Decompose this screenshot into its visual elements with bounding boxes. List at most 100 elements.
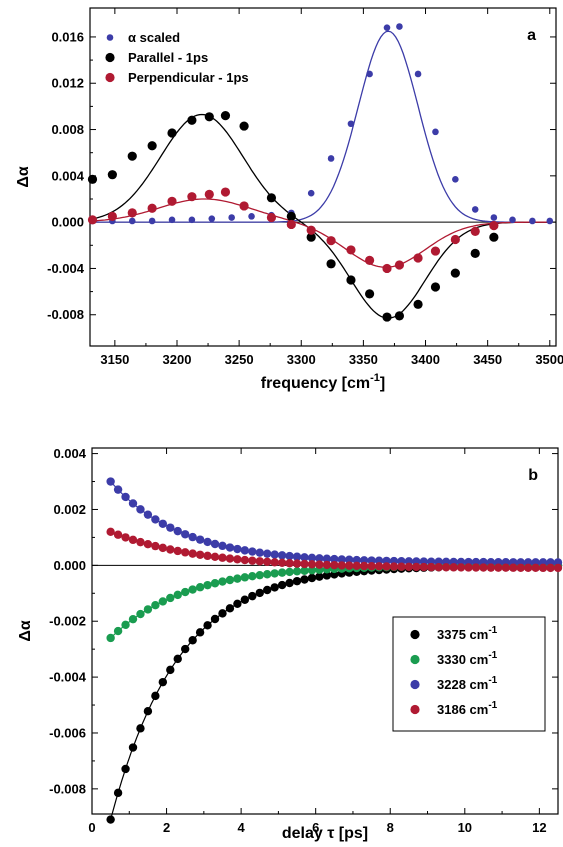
data-point-series-1 xyxy=(225,575,235,585)
data-point-series-1 xyxy=(87,174,98,184)
data-point-series-3 xyxy=(181,548,190,557)
y-tick-label: 0.000 xyxy=(53,558,86,573)
data-point-series-3 xyxy=(113,530,123,539)
data-point-series-0 xyxy=(136,724,145,733)
data-point-series-3 xyxy=(128,535,138,545)
x-tick-label: 4 xyxy=(238,820,246,835)
legend-label-1-main: 3330 cm xyxy=(437,652,488,667)
data-point-series-1 xyxy=(188,585,197,594)
data-point-series-3 xyxy=(248,556,257,565)
data-point-series-2 xyxy=(345,555,354,564)
data-point-series-3 xyxy=(546,563,555,573)
data-point-series-1 xyxy=(326,259,336,269)
data-point-series-1 xyxy=(210,579,220,588)
legend-label-0-main: 3375 cm xyxy=(437,627,488,642)
x-tick-label: 10 xyxy=(458,820,472,835)
data-point-series-2 xyxy=(266,212,277,223)
legend-label-2-main: 3228 cm xyxy=(437,677,488,692)
data-point-series-3 xyxy=(188,549,197,558)
data-point-series-0 xyxy=(128,743,138,752)
data-point-series-3 xyxy=(441,563,451,572)
data-point-series-1 xyxy=(218,577,227,586)
data-point-series-0 xyxy=(188,216,196,224)
data-point-series-0 xyxy=(322,571,332,580)
y-tick-label: 0.004 xyxy=(53,446,86,461)
data-point-series-0 xyxy=(277,580,287,590)
data-point-series-0 xyxy=(151,691,160,701)
data-point-series-1 xyxy=(346,275,356,285)
legend-label-0: α scaled xyxy=(128,30,180,45)
data-point-series-2 xyxy=(326,236,336,246)
data-point-series-0 xyxy=(248,591,257,601)
data-point-series-1 xyxy=(382,312,392,322)
x-axis-title: frequency [cm-1] xyxy=(261,372,385,392)
legend-label-0-sup: -1 xyxy=(488,625,497,636)
data-point-series-2 xyxy=(151,515,160,524)
data-point-series-1 xyxy=(233,574,242,583)
y-tick-label: -0.004 xyxy=(49,670,87,685)
data-point-series-0 xyxy=(218,609,227,618)
data-point-series-0 xyxy=(113,788,123,798)
data-point-series-1 xyxy=(203,580,212,590)
data-point-series-3 xyxy=(270,558,279,567)
data-point-series-2 xyxy=(167,196,177,206)
y-tick-label: 0.016 xyxy=(51,29,84,44)
data-point-series-2 xyxy=(248,547,257,556)
data-point-series-1 xyxy=(195,583,205,592)
data-point-series-3 xyxy=(345,561,354,570)
data-point-series-2 xyxy=(113,485,123,494)
data-point-series-3 xyxy=(158,543,168,553)
data-point-series-3 xyxy=(277,558,287,567)
data-point-series-1 xyxy=(166,593,175,603)
x-tick-label: 6 xyxy=(312,820,319,835)
legend-marker-0 xyxy=(106,34,114,41)
data-point-series-2 xyxy=(181,530,190,539)
fit-curve-1 xyxy=(89,113,550,319)
data-point-series-3 xyxy=(255,557,264,566)
data-point-series-0 xyxy=(158,677,168,687)
data-point-series-2 xyxy=(300,553,309,562)
data-point-series-0 xyxy=(546,217,554,225)
data-point-series-0 xyxy=(383,24,391,31)
data-point-series-3 xyxy=(449,563,458,572)
data-point-series-3 xyxy=(166,545,175,554)
data-point-series-2 xyxy=(127,208,137,218)
y-tick-label: -0.006 xyxy=(49,725,86,740)
data-point-series-3 xyxy=(509,563,518,572)
data-point-series-3 xyxy=(315,560,324,569)
data-point-series-1 xyxy=(489,232,499,242)
data-point-series-3 xyxy=(419,562,428,572)
x-axis-title-sup: -1 xyxy=(370,372,380,384)
data-point-series-2 xyxy=(106,477,115,486)
y-tick-label: -0.008 xyxy=(49,781,86,796)
data-point-series-1 xyxy=(248,572,257,581)
data-point-series-2 xyxy=(187,192,197,202)
x-tick-label: 3300 xyxy=(287,352,316,367)
data-point-series-2 xyxy=(307,553,317,563)
legend-marker-1 xyxy=(105,52,115,63)
data-point-series-0 xyxy=(208,215,216,222)
data-point-series-0 xyxy=(300,575,309,584)
legend-marker-2 xyxy=(410,679,420,690)
data-point-series-2 xyxy=(203,537,212,547)
data-point-series-2 xyxy=(121,492,130,502)
legend-label-1: Parallel - 1ps xyxy=(128,50,208,65)
data-point-series-2 xyxy=(204,189,214,199)
data-point-series-1 xyxy=(413,299,423,309)
data-point-series-3 xyxy=(501,563,511,572)
data-point-series-3 xyxy=(218,553,227,562)
data-point-series-1 xyxy=(365,289,375,299)
data-point-series-2 xyxy=(306,225,316,235)
data-point-series-2 xyxy=(195,535,205,544)
data-point-series-3 xyxy=(225,554,235,563)
data-point-series-0 xyxy=(270,583,279,592)
data-point-series-0 xyxy=(240,595,250,604)
data-point-series-2 xyxy=(147,203,157,213)
data-point-series-2 xyxy=(136,505,145,514)
data-point-series-0 xyxy=(347,120,355,128)
data-point-series-0 xyxy=(148,217,156,225)
x-axis-title-main: frequency [cm xyxy=(261,375,370,392)
data-point-series-0 xyxy=(307,189,315,197)
data-point-series-3 xyxy=(456,563,466,572)
